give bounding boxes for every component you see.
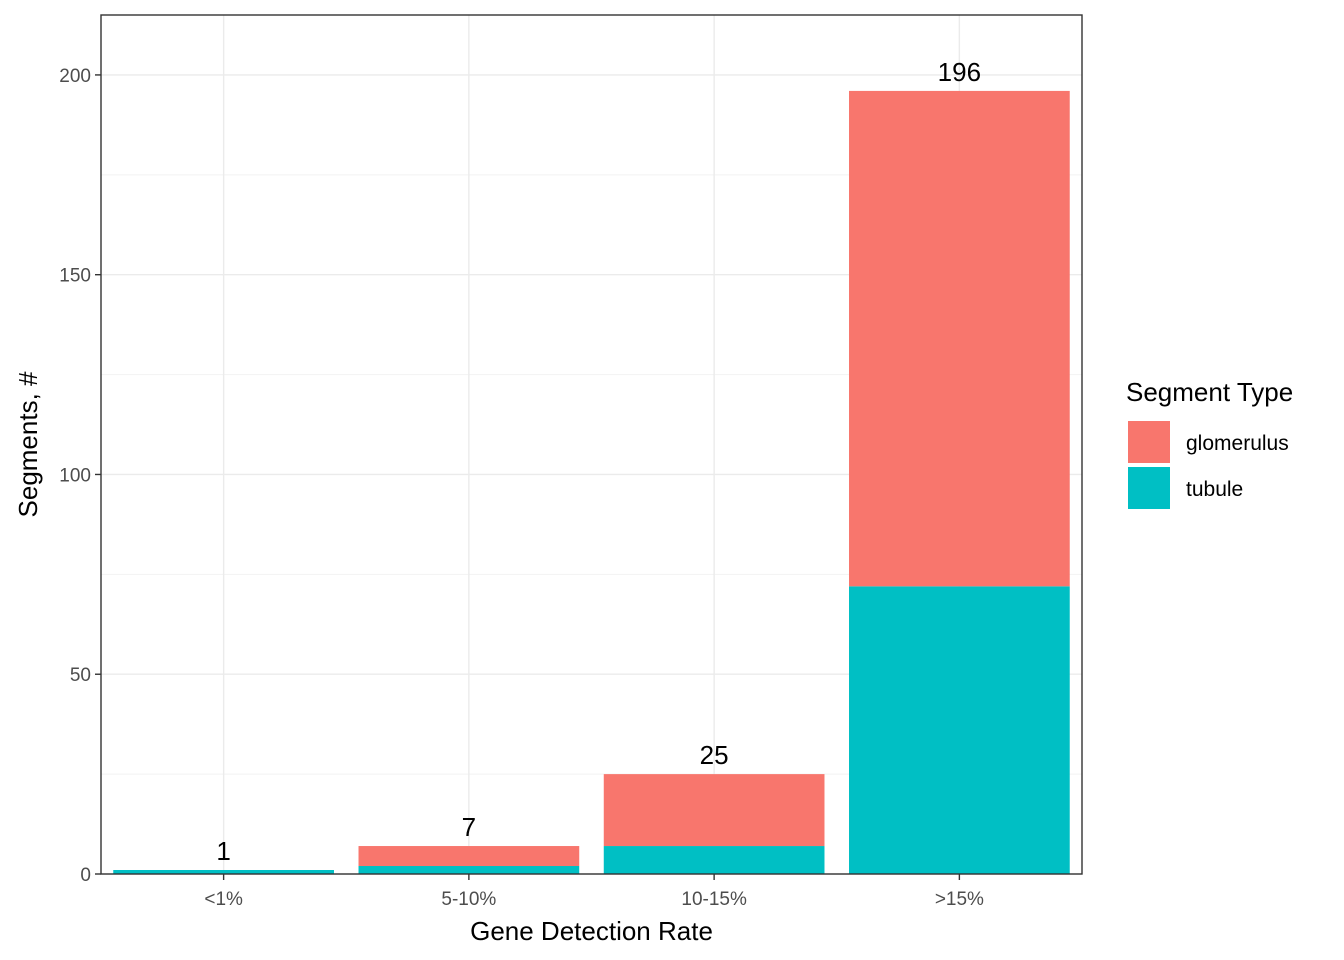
legend: Segment Type glomerulus tubule <box>1126 377 1293 509</box>
bar-glomerulus <box>358 846 580 867</box>
x-axis: <1% 5-10% 10-15% >15% <box>204 874 984 910</box>
x-axis-title: Gene Detection Rate <box>470 916 713 946</box>
bar-total-label: 1 <box>216 836 230 866</box>
legend-key-glomerulus <box>1128 421 1170 463</box>
y-axis: 0 50 100 150 200 <box>59 66 101 886</box>
y-tick-label: 0 <box>80 865 91 886</box>
x-tick-label: 5-10% <box>441 889 496 910</box>
y-axis-title: Segments, # <box>13 371 43 518</box>
bar-tubule <box>358 866 580 874</box>
panel-border <box>100 14 1083 875</box>
bars <box>113 90 1070 874</box>
y-tick-label: 150 <box>59 266 91 287</box>
x-tick-label: 10-15% <box>681 889 747 910</box>
x-tick-label: <1% <box>204 889 243 910</box>
bar-labels: 1 7 25 196 <box>216 57 981 866</box>
bar-total-label: 196 <box>938 57 981 87</box>
bar-glomerulus <box>849 90 1070 587</box>
bar-tubule <box>849 586 1070 874</box>
legend-label-tubule: tubule <box>1186 478 1243 501</box>
y-tick-label: 50 <box>70 665 91 686</box>
bar-total-label: 25 <box>700 740 729 770</box>
bar-tubule <box>603 846 825 874</box>
x-tick-label: >15% <box>935 889 984 910</box>
legend-key-tubule <box>1128 467 1170 509</box>
legend-title: Segment Type <box>1126 377 1293 407</box>
bar-tubule <box>113 870 334 874</box>
grid <box>101 15 1082 875</box>
y-tick-label: 100 <box>59 465 91 486</box>
legend-label-glomerulus: glomerulus <box>1186 432 1289 455</box>
bar-glomerulus <box>603 774 825 847</box>
y-tick-label: 200 <box>59 66 91 87</box>
bar-total-label: 7 <box>462 812 476 842</box>
